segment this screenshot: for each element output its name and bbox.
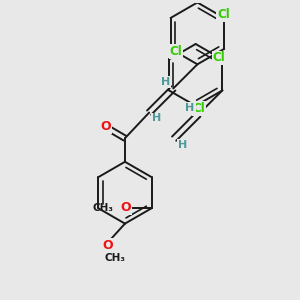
Text: H: H	[185, 103, 195, 113]
Text: Cl: Cl	[212, 52, 225, 64]
Text: O: O	[100, 120, 111, 133]
Text: CH₃: CH₃	[92, 202, 113, 213]
Text: Cl: Cl	[169, 45, 182, 58]
Text: Cl: Cl	[193, 102, 206, 115]
Text: Cl: Cl	[217, 8, 230, 21]
Text: CH₃: CH₃	[104, 253, 125, 263]
Text: H: H	[152, 113, 161, 124]
Text: H: H	[178, 140, 187, 150]
Text: O: O	[121, 201, 131, 214]
Text: O: O	[102, 238, 112, 252]
Text: H: H	[161, 77, 170, 87]
